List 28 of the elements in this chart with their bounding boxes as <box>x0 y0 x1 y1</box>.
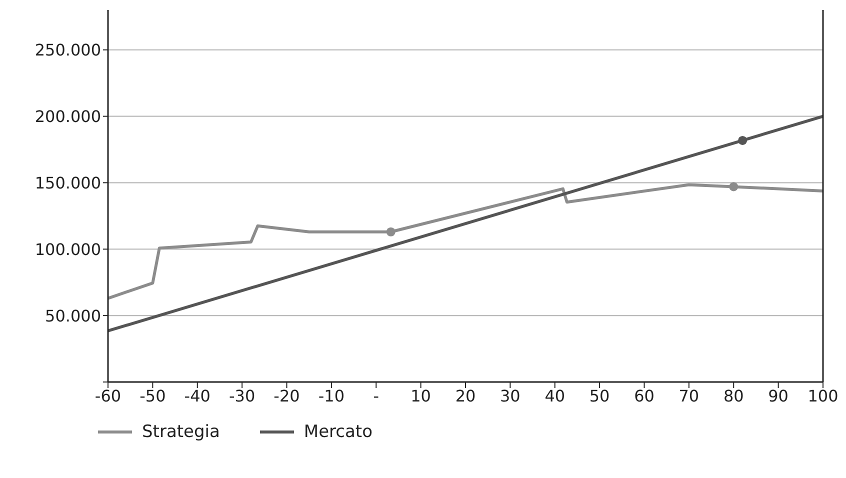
y-tick-label: 200.000 <box>34 106 101 126</box>
x-tick-label: 20 <box>455 386 476 406</box>
x-tick-label: 90 <box>768 386 788 406</box>
y-tick-label: 150.000 <box>34 173 101 192</box>
x-tick-label: - <box>373 386 380 406</box>
x-tick-label: 30 <box>500 386 520 406</box>
y-tick-label: 250.000 <box>34 40 101 60</box>
x-tick-label: 80 <box>723 386 744 406</box>
point <box>738 136 748 145</box>
x-tick-label: -30 <box>228 386 256 406</box>
legend-label: Strategia <box>142 422 220 442</box>
y-tick-label: 50.000 <box>45 306 101 326</box>
legend-label: Mercato <box>304 422 372 442</box>
x-tick-label: 70 <box>678 386 700 406</box>
x-tick-label: 60 <box>634 386 654 406</box>
x-tick-label: -60 <box>94 386 122 406</box>
x-tick-label: 100 <box>808 386 838 406</box>
x-tick-label: -40 <box>184 386 210 406</box>
x-tick-label: 50 <box>589 386 610 406</box>
x-tick-label: -50 <box>140 386 166 406</box>
x-tick-label: 40 <box>544 386 566 406</box>
x-tick-label: -10 <box>318 386 345 406</box>
x-tick-label: -20 <box>274 386 300 406</box>
line-series <box>108 183 823 300</box>
x-tick-label: 10 <box>410 386 431 406</box>
point <box>729 182 738 192</box>
y-tick-label: 100.000 <box>34 240 101 259</box>
point <box>386 227 396 236</box>
